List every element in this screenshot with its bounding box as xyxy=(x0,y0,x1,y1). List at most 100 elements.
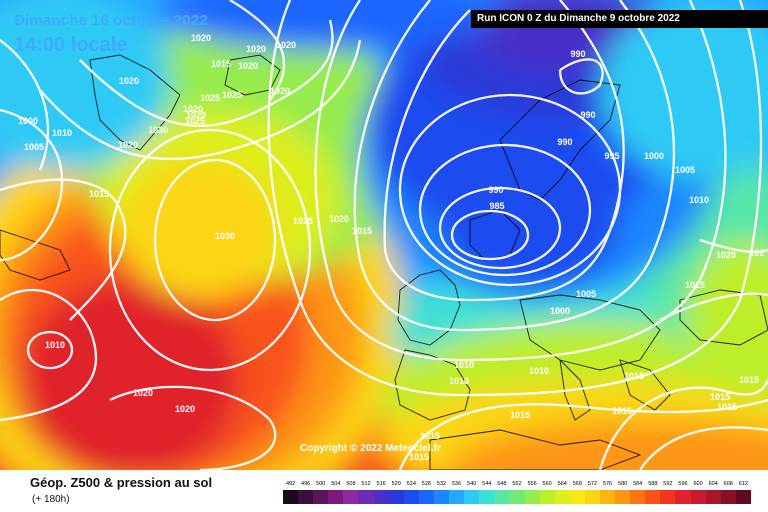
scale-label: 596 xyxy=(678,481,688,487)
isobar-pressure-label: 995 xyxy=(604,151,619,161)
isobar-pressure-label: 1015 xyxy=(685,280,705,290)
isobar-pressure-label: 102 xyxy=(749,248,764,258)
isobar-pressure-label: 1010 xyxy=(529,366,549,376)
scale-swatch xyxy=(524,490,540,504)
scale-label: 496 xyxy=(301,481,311,487)
scale-swatch xyxy=(298,490,314,504)
color-scale-labels: 492 496 500 504 508 512 516 520 524 528 532 536 540 5… xyxy=(283,478,751,490)
isobar-pressure-label: 1020 xyxy=(119,76,139,86)
isobar-pressure-label: 1015 xyxy=(420,431,440,441)
isobar-pressure-label: 1020 xyxy=(191,33,211,43)
scale-label: 536 xyxy=(451,481,462,487)
scale-label: 588 xyxy=(648,481,658,487)
isobar-pressure-label: 1025 xyxy=(200,93,220,103)
isobar-pressure-label: 1030 xyxy=(148,125,168,135)
isobar-pressure-label: 1000 xyxy=(644,151,664,161)
scale-label: 524 xyxy=(406,481,416,487)
isobar-pressure-label: 1015 xyxy=(409,452,429,462)
isobar-pressure-label: 1010 xyxy=(52,128,72,138)
isobar-pressure-label: 1015 xyxy=(717,402,737,412)
isobar-pressure-label: 1020 xyxy=(175,404,195,414)
scale-swatch xyxy=(313,490,329,504)
isobar-pressure-label: 1025 xyxy=(185,116,205,126)
scale-label: 548 xyxy=(497,481,507,487)
scale-swatch xyxy=(720,490,736,504)
scale-label: 528 xyxy=(421,481,431,487)
scale-label: 604 xyxy=(708,481,718,487)
isobar-pressure-label: 1020 xyxy=(183,104,203,114)
geopotential-color-field xyxy=(0,0,768,470)
scale-swatch xyxy=(494,490,510,504)
scale-swatch xyxy=(418,490,434,504)
scale-swatch xyxy=(283,490,299,504)
isobar-pressure-label: 1025 xyxy=(293,216,313,226)
forecast-lead-time: (+ 180h) xyxy=(32,494,70,505)
scale-label: 556 xyxy=(527,481,537,487)
isobar-pressure-label: 990 xyxy=(557,137,572,147)
scale-swatch xyxy=(449,490,465,504)
isobar-pressure-label: 1030 xyxy=(215,231,235,241)
scale-swatch xyxy=(509,490,525,504)
isobar-pressure-label: 1020 xyxy=(186,110,206,120)
isobar-pressure-label: 1025 xyxy=(222,90,242,100)
scale-swatch xyxy=(569,490,585,504)
scale-label: 504 xyxy=(331,481,341,487)
scale-label: 520 xyxy=(391,481,401,487)
isobar-pressure-label: 1005 xyxy=(576,289,596,299)
isobar-pressure-label: 1020 xyxy=(246,44,266,54)
scale-swatch xyxy=(735,490,751,504)
scale-label: 492 xyxy=(285,481,296,487)
scale-label: 508 xyxy=(346,481,356,487)
isobar-pressure-label: 1020 xyxy=(716,250,736,260)
isobar-pressure-label: 1020 xyxy=(133,388,153,398)
scale-label: 576 xyxy=(602,481,613,487)
isobar-pressure-label: 1015 xyxy=(510,410,530,420)
scale-swatch xyxy=(539,490,555,504)
scale-label: 544 xyxy=(482,481,492,487)
scale-label: 584 xyxy=(633,481,643,487)
scale-swatch xyxy=(599,490,616,504)
isobar-pressure-label: 1020 xyxy=(329,214,349,224)
color-scale-swatches xyxy=(283,490,751,504)
isobar-pressure-label: 1005 xyxy=(675,165,695,175)
isobar-pressure-label: 1010 xyxy=(454,360,474,370)
isobar-pressure-label: 1015 xyxy=(624,371,644,381)
scale-label: 600 xyxy=(693,481,703,487)
scale-label: 516 xyxy=(376,481,386,487)
scale-swatch xyxy=(675,490,691,504)
scale-swatch xyxy=(479,490,495,504)
scale-label: 612 xyxy=(738,481,748,487)
scale-label: 580 xyxy=(618,481,628,487)
isobars xyxy=(0,0,768,470)
scale-swatch xyxy=(630,490,646,504)
isobar-pressure-label: 1020 xyxy=(118,140,138,150)
isobar-pressure-label: 1015 xyxy=(739,375,759,385)
isobar-pressure-label: 1020 xyxy=(238,61,258,71)
scale-label: 564 xyxy=(557,481,567,487)
scale-swatch xyxy=(464,490,480,504)
legend-title: Géop. Z500 & pression au sol xyxy=(30,475,213,490)
scale-swatch xyxy=(403,490,419,504)
scale-swatch xyxy=(660,490,676,504)
forecast-date: Dimanche 16 octobre 2022 xyxy=(14,12,209,29)
copyright-text: Copyright © 2022 Meteociel.fr xyxy=(300,443,441,454)
isobar-pressure-label: 985 xyxy=(489,201,504,211)
isobar-pressure-label: 1015 xyxy=(612,406,632,416)
model-run-info: Run ICON 0 Z du Dimanche 9 octobre 2022 xyxy=(471,10,768,28)
isobar-pressure-label: 1000 xyxy=(18,116,38,126)
isobar-pressure-label: 1015 xyxy=(89,189,109,199)
scale-swatch xyxy=(328,490,344,504)
isobar-pressure-label: 990 xyxy=(488,185,503,195)
scale-label: 608 xyxy=(723,481,733,487)
scale-swatch xyxy=(705,490,721,504)
scale-label: 500 xyxy=(316,481,326,487)
scale-swatch xyxy=(615,490,631,504)
isobar-pressure-label: 1010 xyxy=(689,195,709,205)
scale-swatch xyxy=(358,490,374,504)
scale-label: 552 xyxy=(512,481,522,487)
isobar-pressure-label: 1010 xyxy=(449,376,469,386)
isobar-pressure-label: 990 xyxy=(570,49,585,59)
